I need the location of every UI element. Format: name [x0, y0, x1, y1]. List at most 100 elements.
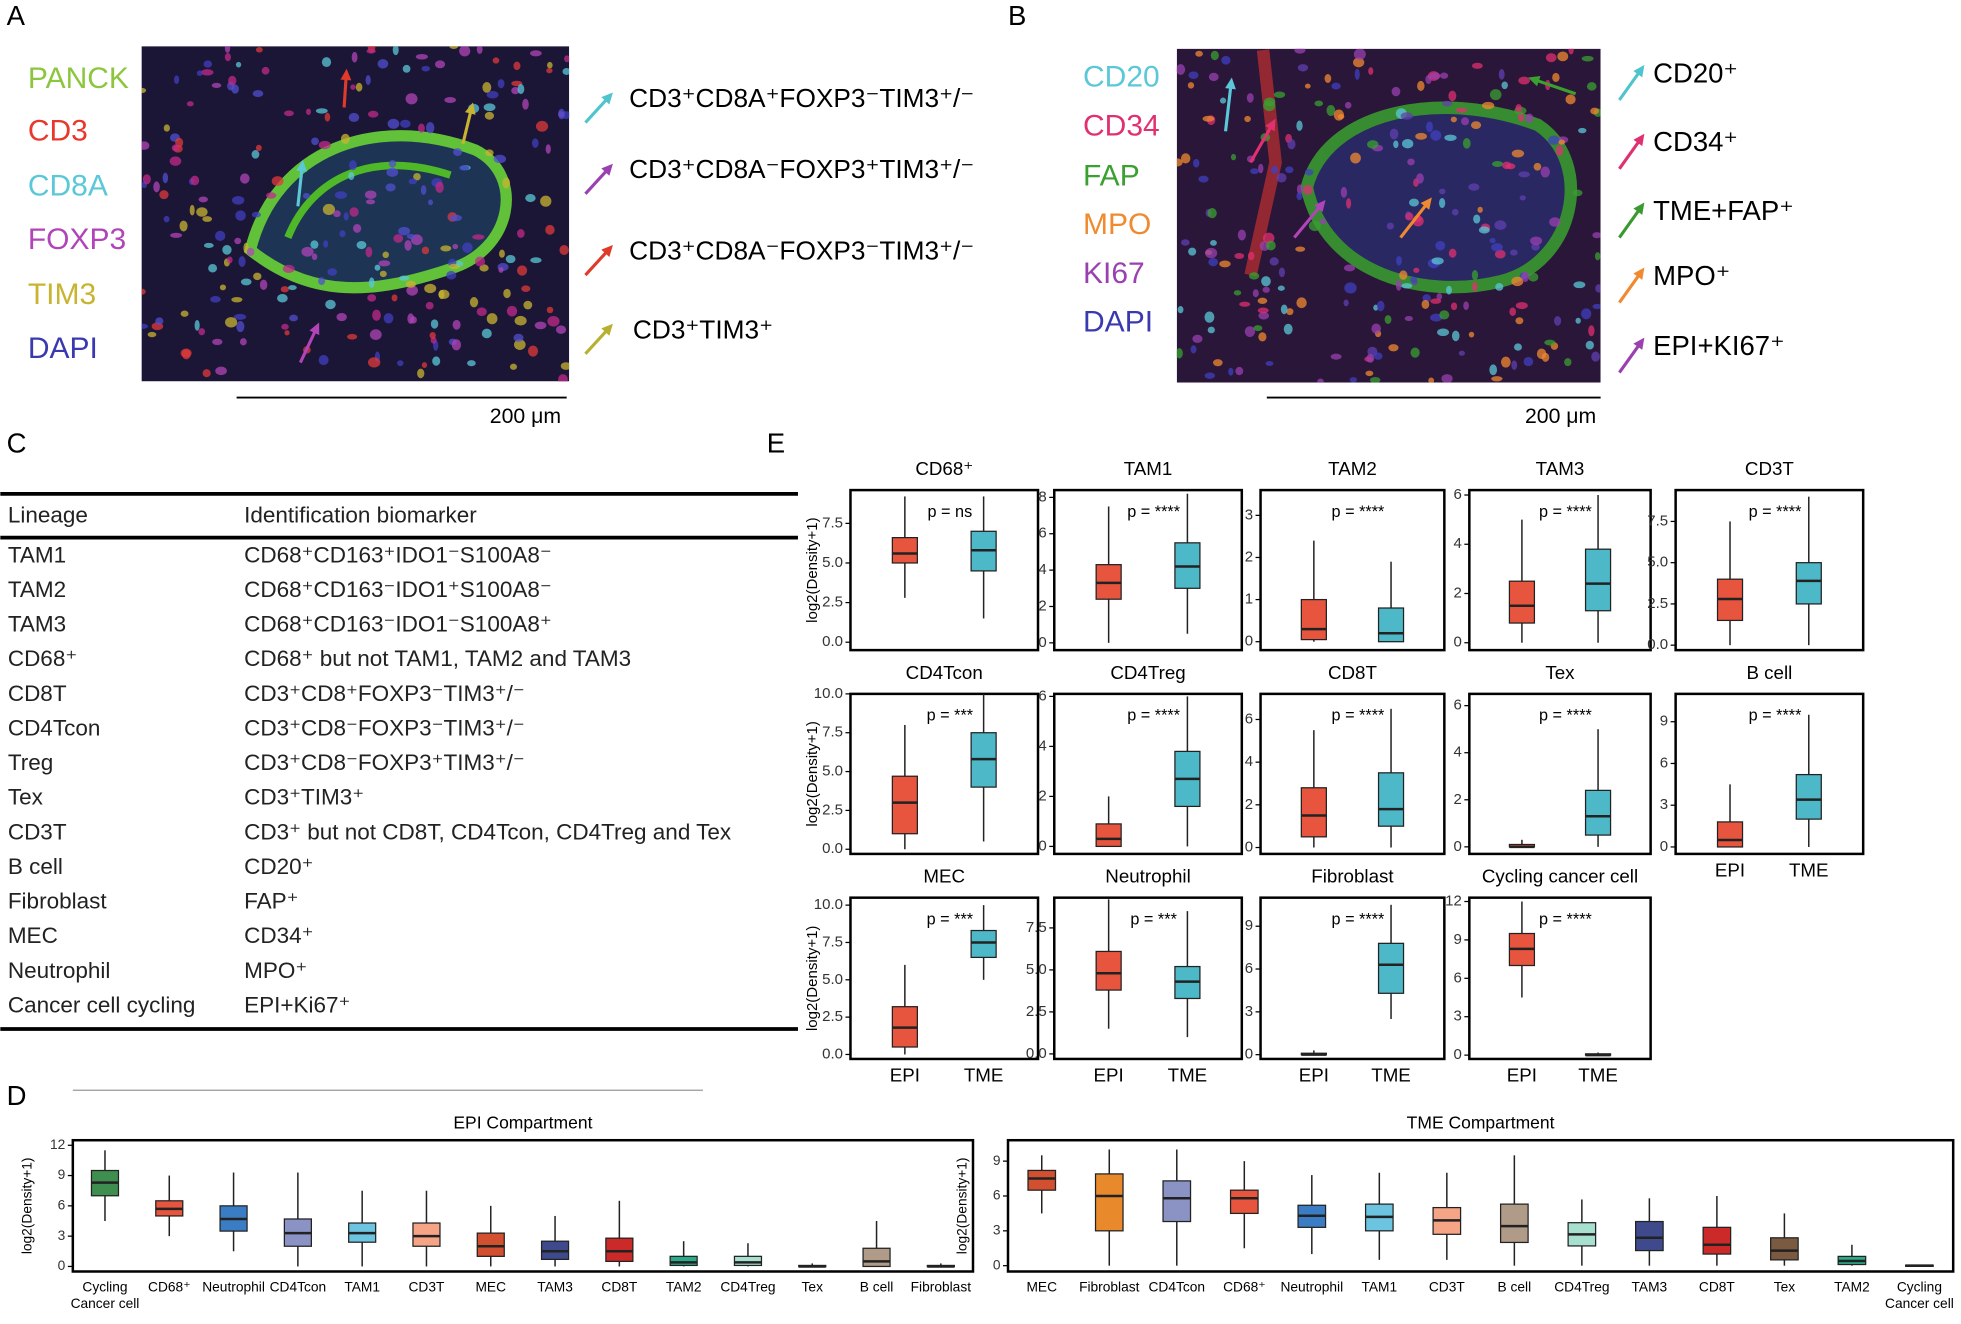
plot-frame	[849, 692, 1040, 856]
y-tick-label: 6	[1245, 960, 1253, 977]
x-tick-label: CD4Treg	[1554, 1279, 1609, 1294]
nucleus	[162, 172, 169, 184]
y-tick-label: 0.0	[822, 840, 843, 857]
nucleus	[336, 312, 347, 322]
nucleus	[1388, 344, 1399, 352]
nucleus	[1230, 153, 1237, 161]
nucleus	[1549, 217, 1561, 227]
chart-title: TAM2	[1328, 458, 1377, 479]
y-tick-label: 0	[1453, 634, 1461, 651]
y-tick-label: 0	[1038, 634, 1046, 651]
table-cell: MEC	[8, 923, 58, 948]
nucleus	[1233, 290, 1242, 296]
nucleus	[1180, 153, 1191, 164]
nucleus	[1376, 300, 1385, 312]
plot-frame	[1259, 488, 1446, 652]
nucleus	[486, 90, 499, 99]
nucleus	[1511, 276, 1524, 287]
nucleus	[1511, 360, 1518, 370]
nucleus	[1373, 352, 1383, 360]
nucleus	[1277, 285, 1285, 291]
nucleus	[1261, 276, 1271, 287]
nucleus	[318, 277, 326, 285]
nucleus	[1417, 80, 1425, 91]
nucleus	[1208, 72, 1219, 82]
table-cell: CD68⁺CD163⁺IDO1⁻S100A8⁻	[244, 542, 552, 567]
nucleus	[1257, 297, 1268, 304]
nucleus	[1304, 168, 1314, 176]
nucleus	[235, 210, 246, 221]
plot-frame	[849, 488, 1040, 652]
nucleus	[529, 50, 542, 57]
y-tick-label: 3	[1245, 506, 1253, 523]
nucleus	[239, 338, 247, 346]
nucleus	[421, 362, 428, 369]
nucleus	[1401, 138, 1414, 149]
nucleus	[558, 374, 568, 382]
plot-frame	[1468, 692, 1652, 856]
y-tick-label: 9	[993, 1153, 1001, 1168]
nucleus	[1407, 158, 1415, 166]
x-tick-label: CD3T	[409, 1279, 446, 1294]
nucleus	[211, 82, 222, 88]
nucleus	[366, 48, 376, 54]
nucleus	[1581, 308, 1592, 320]
nucleus	[1404, 315, 1413, 322]
nucleus	[159, 190, 169, 200]
arrow	[584, 328, 610, 355]
nucleus	[509, 363, 518, 370]
chart-title: Neutrophil	[1105, 866, 1190, 887]
nucleus	[1269, 257, 1279, 266]
nucleus	[1296, 192, 1303, 201]
nucleus	[1399, 270, 1408, 280]
nucleus	[1471, 269, 1479, 281]
nucleus	[215, 366, 227, 376]
nucleus	[1564, 358, 1572, 367]
nucleus	[1250, 168, 1259, 175]
nucleus	[1204, 372, 1216, 379]
box	[862, 1247, 891, 1268]
nucleus	[173, 75, 180, 84]
nucleus	[1590, 107, 1599, 115]
x-tick-label: MEC	[475, 1279, 506, 1294]
nucleus	[387, 118, 400, 129]
nucleus	[449, 214, 462, 222]
p-value: p = ***	[1130, 910, 1177, 928]
y-tick-label: 5.0	[822, 971, 843, 988]
nucleus	[1446, 285, 1452, 295]
nucleus	[1595, 284, 1601, 293]
nucleus	[142, 174, 151, 185]
nucleus	[141, 141, 150, 150]
x-tick-label: TME	[1789, 859, 1829, 880]
table-header: Identification biomarker	[244, 502, 477, 527]
nucleus	[1444, 134, 1457, 141]
nucleus	[141, 87, 147, 93]
x-tick-label: CD68⁺	[1223, 1279, 1265, 1294]
box	[1584, 789, 1612, 836]
arrow-head	[601, 245, 613, 258]
nucleus	[1190, 345, 1197, 354]
channel-label: DAPI	[28, 332, 98, 365]
arrow	[584, 168, 610, 195]
nucleus	[1572, 189, 1583, 197]
nucleus	[1515, 302, 1528, 310]
x-tick-label: TME	[1168, 1064, 1208, 1085]
micrograph	[141, 46, 570, 382]
nucleus	[421, 246, 430, 255]
y-tick-label: 7.5	[1026, 919, 1047, 936]
nucleus	[1296, 297, 1307, 309]
nucleus	[141, 288, 146, 295]
y-tick-label: 6	[58, 1197, 66, 1212]
y-tick-label: 6	[1245, 710, 1253, 727]
nucleus	[1270, 165, 1279, 175]
nucleus	[367, 110, 379, 118]
nucleus	[1489, 237, 1496, 244]
nucleus	[180, 310, 189, 317]
nucleus	[1494, 249, 1506, 259]
nucleus	[444, 96, 457, 103]
nucleus	[425, 301, 434, 310]
x-tick-label: CD4Tcon	[1149, 1279, 1206, 1294]
nucleus	[492, 57, 500, 64]
box	[1377, 772, 1405, 827]
chart-title: B cell	[1746, 662, 1792, 683]
